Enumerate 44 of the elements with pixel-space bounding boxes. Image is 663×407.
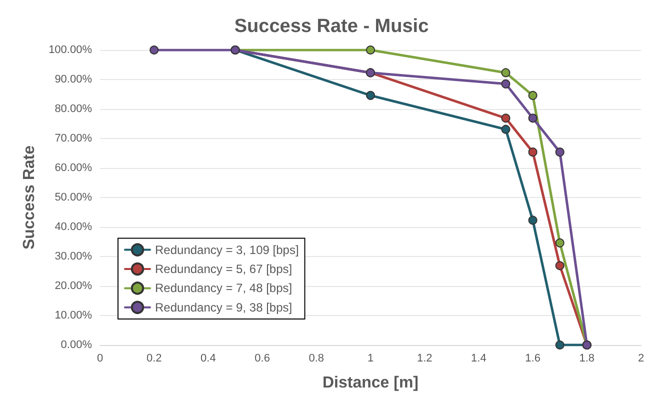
x-tick-label: 2	[638, 352, 644, 364]
point	[555, 238, 564, 248]
y-tick-label: 40.00%	[54, 221, 92, 233]
y-tick-label: 20.00%	[54, 280, 92, 292]
point	[501, 114, 510, 123]
point	[528, 216, 538, 225]
point	[501, 124, 510, 134]
point	[528, 148, 538, 157]
point	[501, 68, 510, 78]
x-tick-label: 1	[367, 352, 374, 364]
chart-title: Success Rate - Music	[234, 16, 430, 37]
x-tick-label: 0.6	[254, 352, 270, 364]
y-tick-label: 0.00%	[60, 339, 92, 351]
x-tick-label: 1.8	[579, 352, 595, 364]
y-tick-label: 90.00%	[54, 74, 92, 86]
y-tick-label: 100.00%	[48, 44, 92, 56]
y-tick-label: 30.00%	[54, 250, 92, 262]
x-axis-title: Distance [m]	[322, 374, 419, 392]
x-tick-label: 1.6	[525, 352, 540, 364]
y-tick-label: 70.00%	[54, 132, 92, 144]
point	[366, 46, 375, 54]
legend-label: Redundancy = 7, 48 [bps]	[155, 281, 292, 296]
point	[555, 261, 564, 270]
point	[555, 340, 564, 350]
y-tick-label: 10.00%	[54, 310, 92, 322]
y-tick-label: 60.00%	[54, 162, 92, 174]
x-tick-label: 0	[96, 352, 104, 364]
x-tick-label: 1.2	[416, 352, 432, 364]
x-tick-label: 0.2	[146, 352, 162, 364]
point	[555, 148, 564, 157]
x-tick-label: 1.4	[471, 352, 486, 364]
y-axis-title: Success Rate	[21, 145, 38, 250]
x-tick-label: 0.4	[200, 352, 216, 364]
point	[501, 79, 510, 88]
point	[150, 46, 159, 54]
legend-label: Redundancy = 5, 67 [bps]	[155, 262, 292, 276]
y-tick-label: 80.00%	[54, 103, 92, 115]
point	[366, 90, 375, 100]
x-tick-label: 0.8	[308, 352, 324, 364]
point	[528, 90, 538, 100]
legend-label: Redundancy = 9, 38 [bps]	[155, 300, 292, 314]
legend-label: Redundancy = 3, 109 [bps]	[155, 242, 299, 257]
y-tick-label: 50.00%	[54, 192, 92, 204]
point	[528, 114, 538, 123]
